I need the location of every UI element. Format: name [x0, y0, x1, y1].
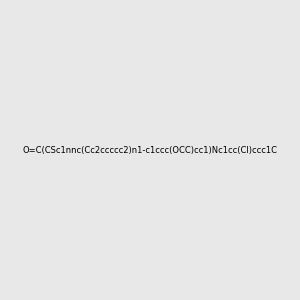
- Text: O=C(CSc1nnc(Cc2ccccc2)n1-c1ccc(OCC)cc1)Nc1cc(Cl)ccc1C: O=C(CSc1nnc(Cc2ccccc2)n1-c1ccc(OCC)cc1)N…: [22, 146, 278, 154]
